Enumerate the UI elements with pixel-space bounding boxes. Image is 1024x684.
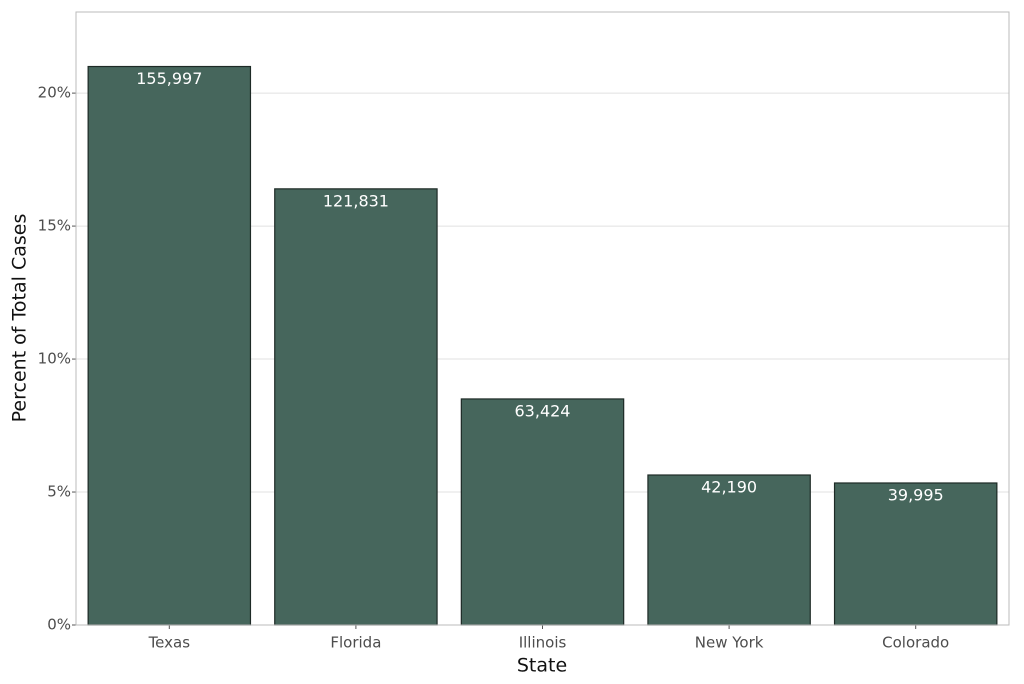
panel-border	[75, 11, 1010, 626]
x-axis-title: State	[517, 655, 567, 677]
y-tick-label: 15%	[38, 217, 71, 235]
y-tick-label: 20%	[38, 84, 71, 102]
x-tick-label: Texas	[148, 634, 191, 652]
x-tick-label: New York	[695, 634, 764, 652]
count-label: 155,997	[136, 69, 202, 88]
y-tick-label: 5%	[47, 483, 71, 501]
count-label: 39,995	[888, 485, 944, 504]
y-tick-label: 10%	[38, 350, 71, 368]
x-tick-label: Colorado	[882, 634, 949, 652]
count-label: 42,190	[701, 478, 757, 497]
count-label: 63,424	[515, 401, 571, 420]
x-tick-label: Illinois	[519, 634, 567, 652]
y-axis-title: Percent of Total Cases	[9, 214, 31, 423]
bar	[274, 188, 438, 626]
bar	[460, 398, 625, 626]
y-tick-label: 0%	[47, 616, 71, 634]
bar	[647, 474, 811, 626]
bar	[87, 65, 252, 626]
bar	[833, 482, 998, 626]
count-label: 121,831	[323, 191, 389, 210]
x-tick-label: Florida	[330, 634, 381, 652]
